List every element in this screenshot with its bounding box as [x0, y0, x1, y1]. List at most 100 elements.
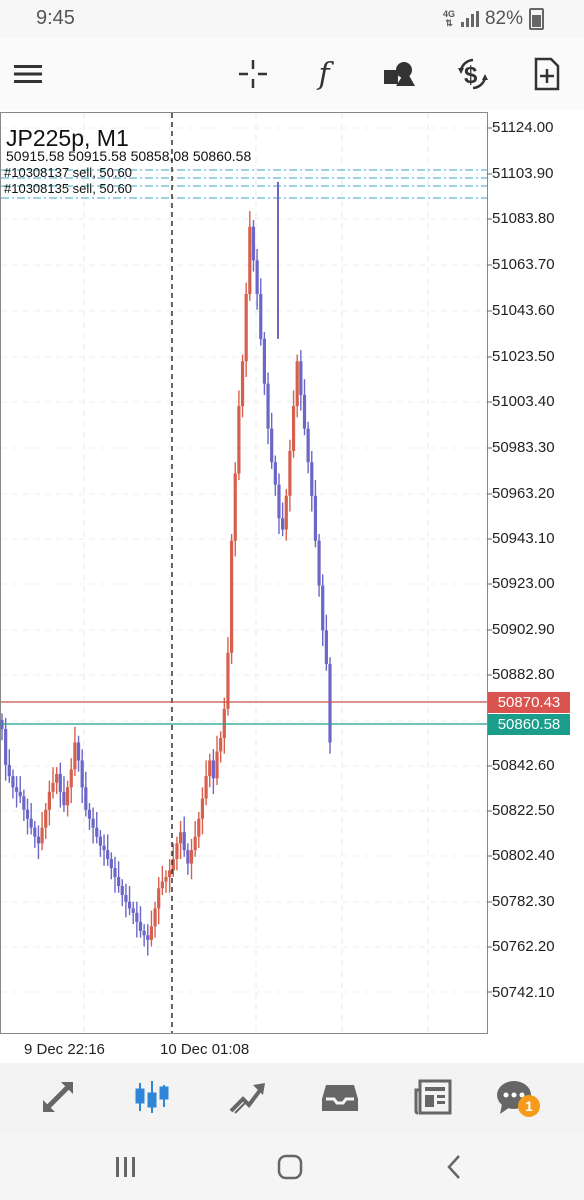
- candle-body: [120, 886, 124, 895]
- candle-body: [178, 832, 183, 844]
- price-tick-label: 50983.30: [492, 439, 555, 456]
- plot-frame: [0, 112, 488, 1034]
- chart-symbol: JP225p, M1: [6, 125, 129, 151]
- candle-body: [259, 294, 263, 339]
- candle-body: [33, 827, 37, 837]
- candle-body: [25, 809, 30, 819]
- candle-body: [106, 850, 110, 860]
- candle-body: [182, 832, 186, 851]
- status-bar: 9:45 4G ⇅ 82%: [0, 0, 584, 38]
- candle-body: [40, 827, 44, 844]
- candle-body: [186, 850, 190, 864]
- back-icon[interactable]: [434, 1151, 474, 1183]
- date-label: 10 Dec 01:08: [160, 1041, 250, 1058]
- candle-body: [230, 540, 234, 653]
- signal-icon: [460, 11, 479, 27]
- price-tick-label: 50782.30: [492, 893, 555, 910]
- price-tick-label: 50822.50: [492, 802, 555, 819]
- candle-body: [240, 361, 245, 407]
- candle-body: [127, 901, 132, 909]
- date-label: 9 Dec 22:16: [24, 1041, 105, 1058]
- candle-body: [197, 818, 201, 837]
- recent-apps-icon[interactable]: [106, 1151, 146, 1183]
- price-tick-label: 50943.10: [492, 530, 555, 547]
- candle-body: [142, 930, 146, 936]
- indicators-icon[interactable]: f: [318, 56, 330, 92]
- price-tick-label: 50963.20: [492, 485, 555, 502]
- bid-price-badge: 50860.58: [488, 714, 570, 735]
- price-tick-label: 50882.80: [492, 666, 555, 683]
- chart-icon[interactable]: [130, 1077, 174, 1117]
- candle-body: [91, 818, 95, 828]
- candle-body: [321, 585, 325, 631]
- quotes-icon[interactable]: [36, 1077, 80, 1117]
- price-tick-label: 50742.10: [492, 984, 555, 1001]
- candle-body: [98, 836, 102, 846]
- candle-body: [55, 773, 59, 783]
- candle-body: [160, 881, 164, 889]
- candle-body: [233, 473, 237, 541]
- candle-body: [291, 406, 296, 451]
- candle-body: [317, 540, 321, 586]
- candle-body: [69, 769, 73, 788]
- candle-body: [14, 787, 19, 792]
- ask-price-badge: 50870.43: [488, 692, 570, 713]
- candle-body: [138, 921, 143, 931]
- candle-body: [146, 935, 150, 940]
- candle-body: [36, 836, 41, 844]
- order-label: #10308135 sell, 50.60: [4, 181, 132, 196]
- new-order-icon[interactable]: [529, 56, 565, 92]
- candle-body: [62, 791, 66, 806]
- candle-body: [22, 796, 26, 810]
- candle-body: [149, 926, 154, 940]
- news-icon[interactable]: [412, 1077, 456, 1117]
- trade-icon[interactable]: $: [455, 56, 491, 92]
- trade-nav-icon[interactable]: [225, 1077, 269, 1117]
- candle-body: [102, 845, 106, 851]
- candle-body: [44, 809, 48, 828]
- candle-body: [124, 894, 128, 902]
- candle-body: [273, 462, 277, 485]
- candle-body: [4, 729, 8, 765]
- order-label: #10308137 sell, 50.60: [4, 165, 132, 180]
- messages-badge: 1: [518, 1095, 540, 1117]
- candle-body: [302, 394, 307, 429]
- candle-body: [215, 751, 219, 779]
- candle-body: [270, 428, 274, 463]
- price-tick-label: 51103.90: [492, 165, 554, 182]
- candle-body: [153, 908, 157, 927]
- candle-body: [299, 361, 303, 395]
- candle-body: [310, 462, 314, 496]
- candle-body: [84, 787, 88, 810]
- candle-body: [157, 888, 161, 909]
- home-icon[interactable]: [270, 1151, 310, 1183]
- candle-body: [277, 484, 281, 519]
- candle-body: [288, 450, 292, 496]
- candle-body: [135, 912, 139, 922]
- price-tick-label: 51043.60: [492, 302, 555, 319]
- candle-body: [164, 877, 168, 882]
- candle-body: [7, 764, 11, 777]
- candle-body: [66, 787, 70, 806]
- price-chart[interactable]: [0, 112, 584, 1062]
- candle-body: [18, 791, 22, 797]
- candle-body: [11, 776, 15, 788]
- messages-icon[interactable]: 1: [492, 1077, 540, 1117]
- objects-icon[interactable]: [381, 56, 417, 92]
- chart-toolbar: f $: [0, 38, 584, 110]
- menu-icon[interactable]: [10, 56, 46, 92]
- candle-body: [175, 843, 179, 860]
- candle-body: [248, 226, 252, 295]
- candle-body: [281, 518, 285, 530]
- candle-body: [168, 870, 172, 878]
- price-tick-label: 51124.00: [492, 119, 554, 136]
- candle-body: [295, 361, 299, 407]
- crosshair-icon[interactable]: [235, 56, 271, 92]
- candle-body: [208, 760, 212, 777]
- history-icon[interactable]: [318, 1077, 362, 1117]
- bottom-navigation: 1: [0, 1063, 584, 1133]
- candle-body: [284, 495, 288, 530]
- candle-body: [80, 760, 84, 788]
- candle-body: [189, 850, 194, 864]
- candle-body: [95, 827, 99, 837]
